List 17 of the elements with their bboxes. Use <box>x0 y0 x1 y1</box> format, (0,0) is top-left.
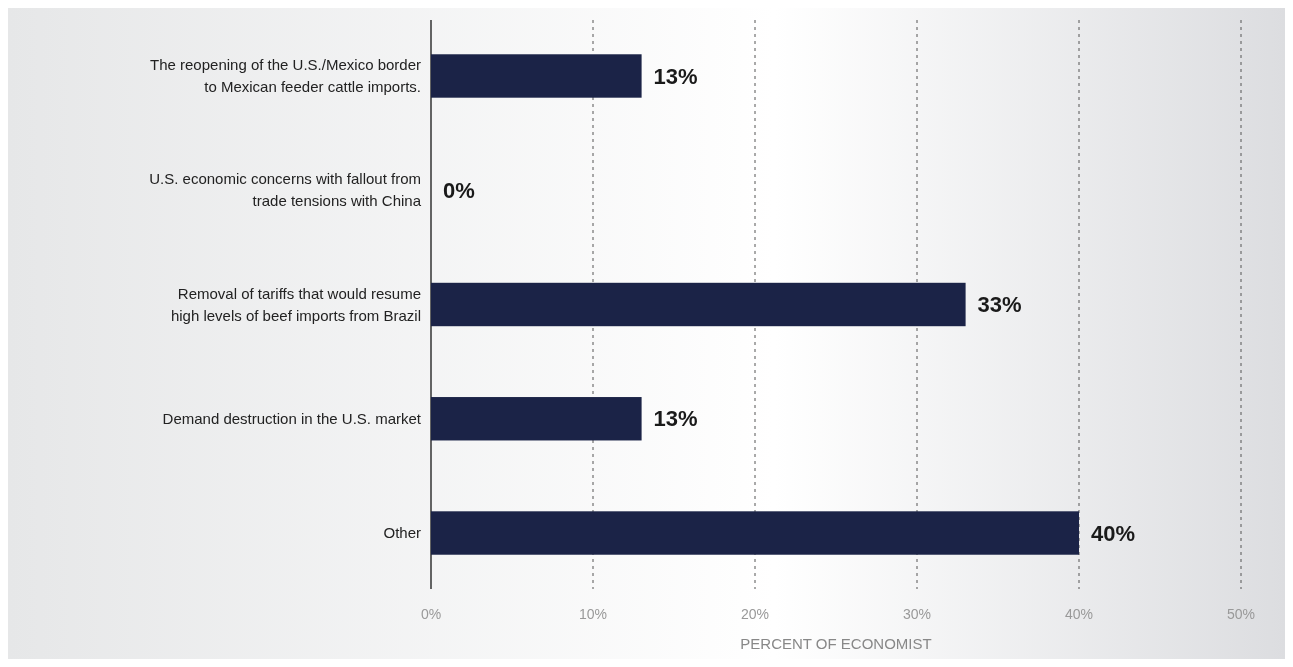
data-label: 13% <box>653 406 698 432</box>
data-label: 13% <box>653 63 698 89</box>
y-tick-label: Demand destruction in the U.S. market <box>162 410 422 428</box>
x-tick-label: 40% <box>1064 606 1094 622</box>
y-tick-label: U.S. economic concerns with fallout from trade tensions with China <box>149 170 422 210</box>
data-label: 40% <box>1091 520 1136 546</box>
y-tick-label: The reopening of the U.S./Mexico border to Mexican feeder cattle imports. <box>150 56 421 96</box>
x-tick-label: 30% <box>902 606 932 622</box>
y-tick-label: Other <box>383 524 421 542</box>
y-tick-label: Removal of tariffs that would resume high levels of beef imports from Brazil <box>170 284 421 324</box>
x-axis-title: PERCENT OF ECONOMIST <box>740 635 932 652</box>
x-tick-label: 0% <box>420 606 442 622</box>
x-tick-label: 10% <box>578 606 608 622</box>
data-label: 0% <box>443 177 475 203</box>
x-tick-label: 20% <box>740 606 770 622</box>
x-tick-label: 50% <box>1226 606 1256 622</box>
data-label: 33% <box>977 292 1022 318</box>
